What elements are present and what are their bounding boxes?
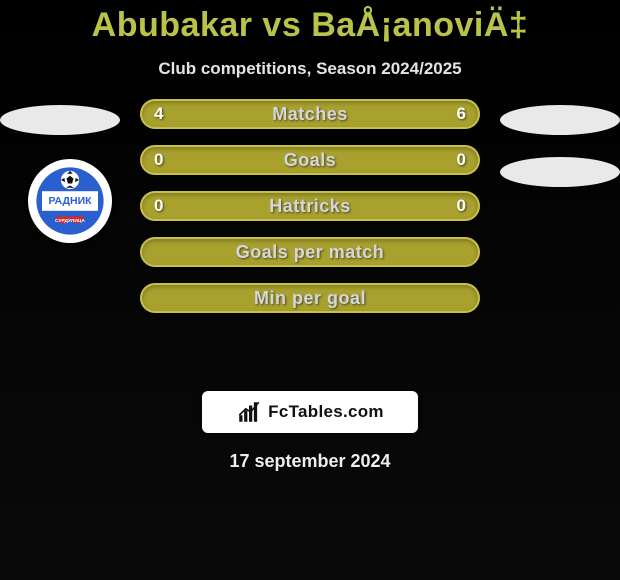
- player-right-placeholder: [500, 105, 620, 135]
- bar-chart-icon: [236, 399, 262, 425]
- stat-value-left: 0: [154, 150, 163, 170]
- stat-value-left: 4: [154, 104, 163, 124]
- club-crest-icon: РАДНИК СУРДУЛИЦА: [35, 166, 105, 236]
- stat-bar-goals: Goals 0 0: [140, 145, 480, 175]
- stat-bar-min-per-goal: Min per goal: [140, 283, 480, 313]
- stat-value-right: 6: [457, 104, 466, 124]
- svg-text:РАДНИК: РАДНИК: [48, 195, 92, 207]
- club-right-placeholder: [500, 157, 620, 187]
- stat-bar-hattricks: Hattricks 0 0: [140, 191, 480, 221]
- stat-label: Hattricks: [269, 196, 351, 217]
- player-left-placeholder: [0, 105, 120, 135]
- stat-bar-goals-per-match: Goals per match: [140, 237, 480, 267]
- branding-text: FcTables.com: [268, 402, 384, 422]
- stat-value-left: 0: [154, 196, 163, 216]
- stat-value-right: 0: [457, 150, 466, 170]
- page-title: Abubakar vs BaÅ¡anoviÄ‡: [92, 6, 529, 45]
- page-subtitle: Club competitions, Season 2024/2025: [158, 59, 461, 79]
- stat-label: Goals per match: [236, 242, 385, 263]
- stat-bars: Matches 4 6 Goals 0 0 Hattricks 0 0 Goals per mat…: [140, 99, 480, 313]
- stat-value-right: 0: [457, 196, 466, 216]
- footer-zone: FcTables.com 17 september 2024: [0, 379, 620, 472]
- stat-label: Matches: [272, 104, 348, 125]
- infographic: Abubakar vs BaÅ¡anoviÄ‡ Club competition…: [0, 0, 620, 580]
- branding-badge: FcTables.com: [202, 391, 418, 433]
- svg-text:СУРДУЛИЦА: СУРДУЛИЦА: [55, 218, 85, 224]
- stat-label: Goals: [284, 150, 337, 171]
- club-left-badge: РАДНИК СУРДУЛИЦА: [28, 159, 112, 243]
- footer-date: 17 september 2024: [229, 451, 390, 472]
- stat-label: Min per goal: [254, 288, 366, 309]
- stat-bar-matches: Matches 4 6: [140, 99, 480, 129]
- comparison-arena: РАДНИК СУРДУЛИЦА Matches46Goals00Hattric…: [0, 79, 620, 580]
